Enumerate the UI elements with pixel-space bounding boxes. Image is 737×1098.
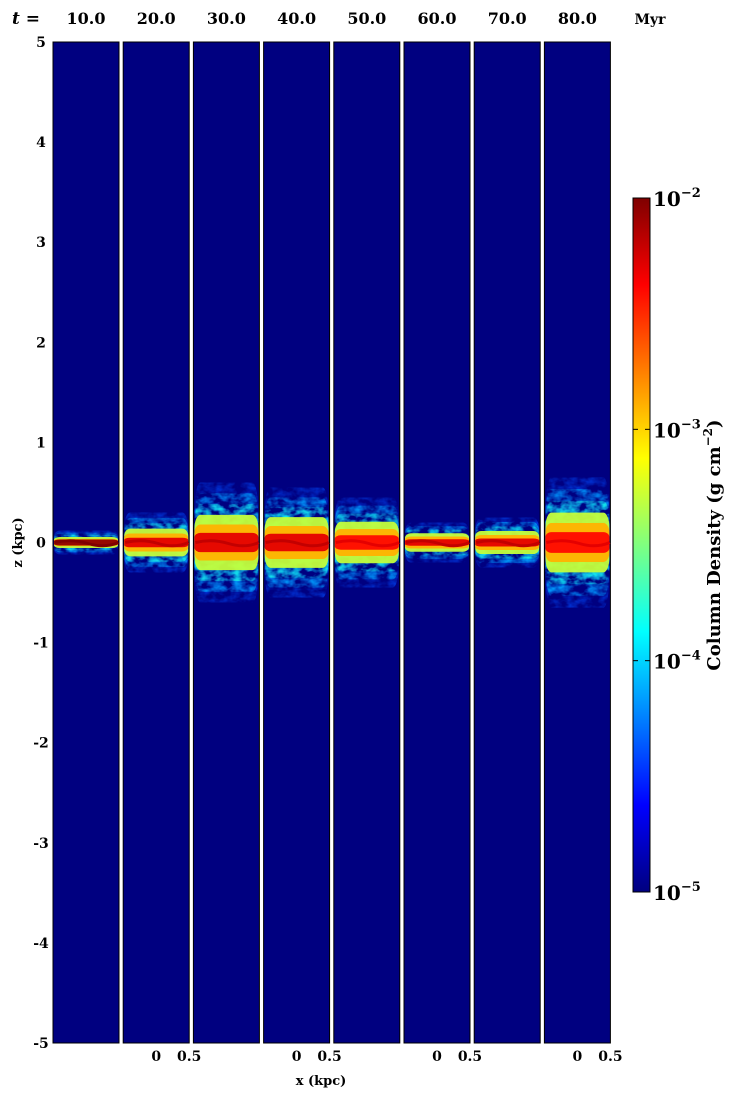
y-tick-label: 3: [36, 235, 46, 251]
time-label: 70.0: [488, 9, 527, 28]
panel-70.0: [473, 41, 541, 1044]
y-tick-label: -4: [33, 936, 49, 952]
midplane-filament: [124, 539, 190, 548]
colorbar-label: Column Density (g cm−2): [701, 419, 725, 670]
x-tick-label: 0.5: [458, 1049, 482, 1065]
panel-50.0: [333, 41, 401, 1044]
panel-10.0: [52, 41, 120, 1044]
time-unit-label: Myr: [634, 12, 666, 28]
time-label: 40.0: [277, 9, 316, 28]
y-tick-label: 5: [36, 35, 46, 51]
y-tick-label: 4: [36, 135, 46, 151]
midplane-filament: [195, 539, 260, 548]
y-tick-label: 2: [36, 335, 46, 351]
y-axis: 5 4 3 2 1 0 -1 -2 -3 -4 -5 z (kpc): [11, 35, 49, 1052]
panel-80.0: [543, 41, 611, 1044]
time-label: 60.0: [418, 9, 457, 28]
x-tick-label: 0: [573, 1049, 583, 1065]
x-tick-label: 0: [151, 1049, 161, 1065]
x-tick-label: 0.5: [317, 1049, 341, 1065]
x-axis: 0 0.5 0 0.5 0 0.5 0 0.5 x (kpc): [151, 1049, 622, 1089]
panel-20.0: [122, 41, 190, 1044]
midplane-filament: [405, 539, 470, 548]
colorbar-tick-label: 10−5: [653, 880, 701, 905]
time-label: 30.0: [207, 9, 246, 28]
midplane-filament: [54, 539, 119, 548]
x-tick-label: 0.5: [177, 1049, 201, 1065]
y-tick-label: -5: [33, 1036, 49, 1052]
panel-30.0: [192, 41, 260, 1044]
colorbar-gradient: [632, 197, 651, 893]
y-tick-label: -3: [33, 836, 49, 852]
colorbar-tick-label: 10−3: [653, 417, 701, 442]
midplane-filament: [546, 539, 611, 548]
y-tick-label: 1: [36, 435, 46, 451]
y-tick-label: 0: [36, 536, 46, 552]
time-prefix-label: t =: [12, 9, 40, 29]
panel-60.0: [403, 41, 471, 1044]
panels: [52, 41, 611, 1044]
midplane-filament: [335, 539, 400, 548]
panel-40.0: [263, 41, 331, 1044]
midplane-filament: [475, 539, 541, 548]
time-label: 80.0: [558, 9, 597, 28]
y-tick-label: -1: [33, 636, 49, 652]
x-tick-label: 0.5: [598, 1049, 622, 1065]
x-tick-label: 0: [432, 1049, 442, 1065]
y-axis-label: z (kpc): [11, 517, 26, 567]
midplane-filament: [265, 539, 330, 548]
time-header: t = Myr 10.0 20.0 30.0 40.0 50.0 60.0 70.0 80.0: [12, 9, 666, 29]
x-tick-label: 0: [292, 1049, 302, 1065]
time-label: 20.0: [137, 9, 176, 28]
time-label: 50.0: [347, 9, 386, 28]
x-axis-label: x (kpc): [296, 1074, 347, 1089]
y-tick-label: -2: [33, 736, 49, 752]
colorbar: 10−2 10−3 10−4 10−5 Column Density (g cm−2): [632, 186, 725, 905]
colorbar-tick-label: 10−2: [653, 186, 701, 211]
colorbar-tick-label: 10−4: [653, 649, 701, 674]
time-label: 10.0: [67, 9, 106, 28]
